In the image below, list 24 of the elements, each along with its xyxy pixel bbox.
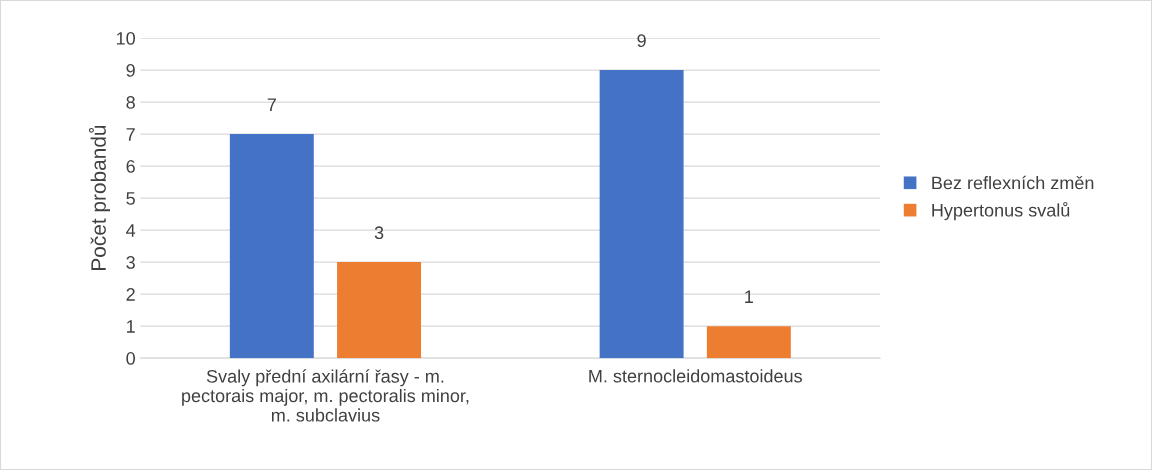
bar	[229, 134, 314, 359]
legend-label: Bez reflexních změn	[932, 175, 1094, 190]
y-tick-label: 9	[126, 64, 135, 77]
bar	[706, 326, 791, 359]
y-tick-label: 3	[126, 256, 135, 269]
y-tick-label: 10	[116, 32, 135, 45]
x-tick-label: Svaly přední axilární řasy - m. pectorais major, m. pectoralis minor, m. subclavius	[182, 369, 469, 422]
y-tick-label: 4	[126, 224, 136, 237]
y-tick-label: 6	[126, 160, 135, 173]
y-tick-label: 1	[127, 320, 135, 333]
data-label: 1	[745, 290, 753, 303]
y-tick-label: 7	[126, 128, 135, 141]
bar	[337, 262, 422, 359]
y-axis-title: Počet probandů	[88, 125, 111, 270]
bar	[599, 70, 684, 359]
y-tick-label: 0	[126, 352, 135, 365]
data-label: 7	[267, 98, 276, 111]
y-tick-label: 5	[126, 192, 135, 205]
legend-label: Hypertonus svalů	[932, 201, 1070, 221]
x-tick-label: M. sternocleidomastoideus	[589, 369, 802, 383]
data-label: 3	[374, 226, 384, 240]
data-label: 9	[637, 34, 646, 48]
y-tick-label: 2	[126, 288, 135, 301]
y-tick-label: 8	[126, 96, 135, 109]
